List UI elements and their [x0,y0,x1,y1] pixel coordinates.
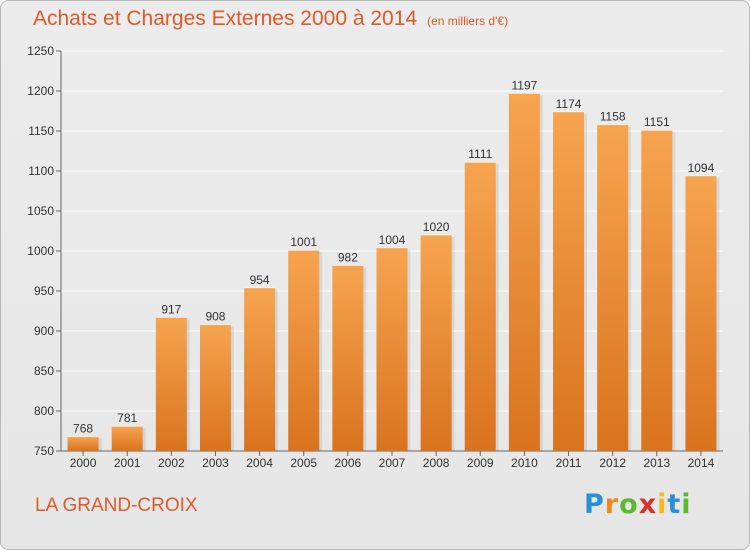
bar [155,317,187,451]
commune-name: LA GRAND-CROIX [35,495,198,516]
y-tick-label: 1000 [27,244,54,258]
x-tick-label: 2006 [335,456,362,470]
bar-value-label: 1020 [423,220,450,234]
y-tick-label: 1150 [28,124,54,138]
bar [111,426,143,451]
x-tick-label: 2001 [114,456,141,470]
bar-value-label: 1151 [644,115,670,129]
bar [376,247,408,451]
y-tick-label: 900 [34,324,54,338]
x-tick-label: 2004 [246,456,273,470]
x-tick-label: 2002 [158,456,185,470]
bar-value-label: 768 [73,422,93,436]
bar [464,162,496,451]
bar [288,250,320,451]
bar-value-label: 954 [250,273,270,287]
chart-unit: (en milliers d'€) [427,14,509,28]
chart-title: Achats et Charges Externes 2000 à 2014 [33,7,418,30]
y-tick-label: 1200 [27,84,54,98]
chart-title-block: Achats et Charges Externes 2000 à 2014 (e… [33,7,508,31]
bar [199,324,231,451]
bar [244,287,276,451]
y-tick-label: 800 [34,404,54,418]
x-tick-label: 2014 [688,456,715,470]
bar [685,175,717,452]
x-tick-label: 2007 [379,456,406,470]
bar-value-label: 1111 [468,147,492,161]
y-tick-label: 1250 [27,44,54,58]
logo-letter: x [638,489,658,520]
x-tick-label: 2005 [290,456,317,470]
x-tick-label: 2000 [70,456,97,470]
bar-value-label: 908 [205,310,225,324]
y-tick-label: 1050 [27,204,54,218]
logo-letter: t [667,489,682,520]
bar-value-label: 1094 [688,161,715,175]
x-tick-label: 2012 [599,456,626,470]
bar-value-label: 1197 [511,78,537,92]
bar-value-label: 917 [161,302,181,316]
logo-letter: i [681,489,692,520]
bar-value-label: 1001 [290,235,317,249]
bar [641,130,673,451]
y-tick-label: 750 [34,444,54,458]
logo-letter: P [584,489,605,520]
bar-value-label: 1174 [556,97,582,111]
bar-value-label: 982 [338,250,358,264]
x-tick-label: 2008 [423,456,450,470]
x-tick-label: 2010 [511,456,538,470]
logo-letter: r [604,489,620,520]
proxiti-logo: Proxiti [584,489,692,520]
bar [508,93,540,452]
x-tick-label: 2013 [643,456,670,470]
logo-letter: i [657,489,668,520]
x-tick-label: 2011 [556,456,582,470]
y-tick-label: 850 [34,364,54,378]
logo-letter: o [619,489,639,520]
bar [553,111,585,452]
y-tick-label: 1100 [28,164,54,178]
bar [597,124,629,451]
bar [67,436,99,451]
bar-value-label: 1004 [379,233,406,247]
x-tick-label: 2009 [467,456,494,470]
bar-value-label: 781 [117,411,137,425]
y-tick-label: 950 [34,284,54,298]
bar [332,265,364,451]
bar-value-label: 1158 [600,110,626,124]
bar [420,235,452,451]
x-tick-label: 2003 [202,456,229,470]
